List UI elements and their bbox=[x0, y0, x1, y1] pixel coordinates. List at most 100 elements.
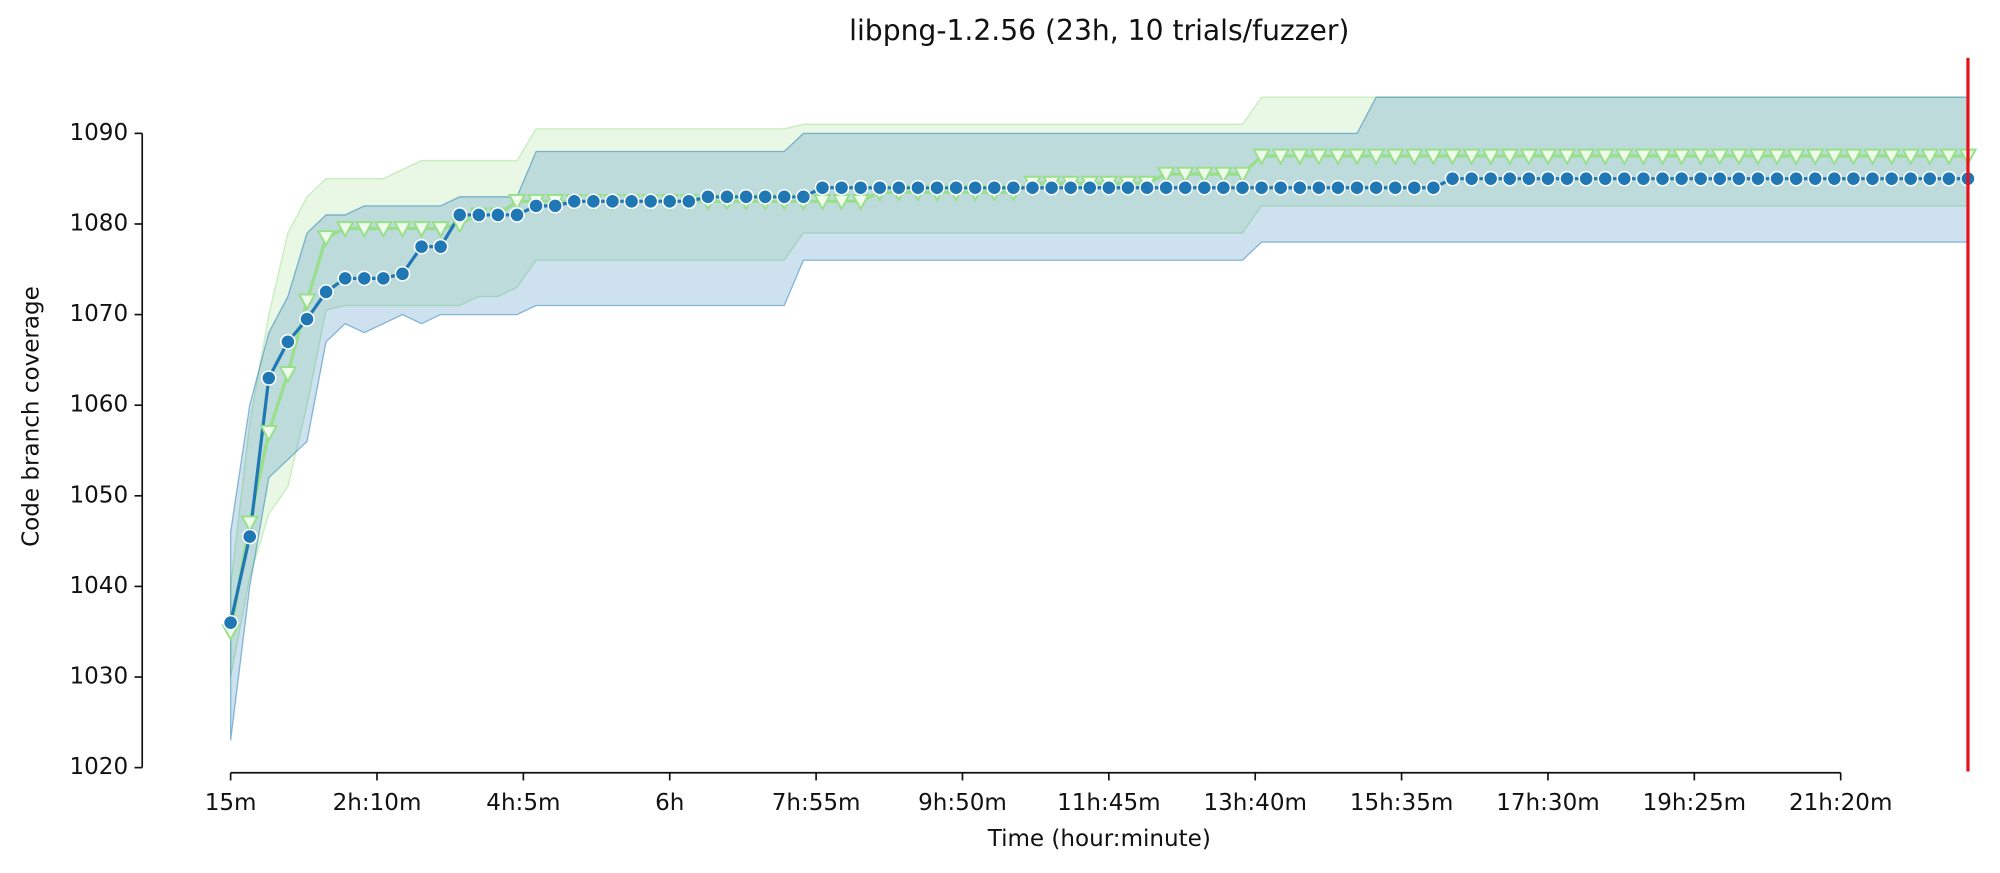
point bbox=[1481, 148, 1500, 166]
point bbox=[431, 221, 450, 239]
point bbox=[814, 179, 831, 196]
point bbox=[375, 270, 392, 287]
point bbox=[393, 221, 412, 239]
x-tick-label: 6h bbox=[655, 790, 684, 816]
point bbox=[1673, 170, 1690, 187]
point bbox=[1444, 170, 1461, 187]
point bbox=[1578, 170, 1594, 187]
y-tick-label: 1090 bbox=[69, 120, 128, 146]
y-tick-label: 1080 bbox=[69, 210, 128, 236]
point bbox=[222, 614, 239, 631]
point bbox=[1769, 170, 1785, 187]
point bbox=[1233, 166, 1252, 184]
point bbox=[852, 179, 869, 196]
y-tick-label: 1030 bbox=[69, 664, 128, 690]
point bbox=[700, 188, 716, 205]
point bbox=[1538, 148, 1558, 166]
x-tick-label: 4h:5m bbox=[486, 790, 560, 816]
point bbox=[280, 333, 296, 350]
point bbox=[1729, 148, 1749, 166]
point bbox=[1290, 148, 1310, 166]
point bbox=[1062, 179, 1079, 196]
point bbox=[1748, 148, 1768, 166]
point bbox=[1024, 179, 1041, 196]
point bbox=[1194, 166, 1214, 184]
point bbox=[1767, 148, 1787, 166]
y-tick-label: 1020 bbox=[69, 754, 128, 780]
point bbox=[795, 188, 812, 205]
point bbox=[1863, 148, 1882, 166]
point bbox=[318, 284, 334, 300]
point bbox=[642, 193, 659, 210]
y-tick-label: 1050 bbox=[69, 482, 128, 508]
point bbox=[1807, 170, 1824, 187]
point bbox=[240, 515, 260, 533]
point bbox=[1711, 170, 1728, 187]
point bbox=[1615, 148, 1634, 166]
point bbox=[1368, 179, 1384, 196]
point bbox=[490, 207, 506, 223]
point bbox=[335, 221, 355, 239]
point bbox=[1311, 179, 1327, 196]
point bbox=[297, 293, 317, 311]
y-axis-label: Code branch coverage bbox=[19, 286, 45, 547]
point bbox=[1939, 148, 1959, 166]
point bbox=[1043, 179, 1060, 196]
point bbox=[1826, 170, 1843, 187]
point bbox=[1081, 179, 1098, 196]
x-tick-label: 7h:55m bbox=[772, 790, 861, 816]
y-tick-label: 1060 bbox=[69, 392, 128, 418]
point bbox=[1234, 179, 1251, 196]
point bbox=[1366, 148, 1386, 166]
x-tick-label: 2h:10m bbox=[333, 790, 422, 816]
x-tick-label: 13h:40m bbox=[1203, 790, 1306, 816]
point bbox=[1576, 148, 1596, 166]
point bbox=[1672, 148, 1691, 166]
y-tick-label: 1040 bbox=[69, 573, 128, 599]
x-tick-label: 15h:35m bbox=[1350, 790, 1453, 816]
point bbox=[776, 188, 793, 205]
point bbox=[1691, 148, 1710, 166]
point bbox=[509, 207, 525, 223]
point bbox=[1941, 170, 1957, 187]
point bbox=[1825, 148, 1844, 166]
point bbox=[681, 193, 697, 210]
point bbox=[929, 179, 945, 196]
point bbox=[1731, 170, 1747, 187]
point bbox=[241, 528, 258, 545]
point bbox=[316, 230, 336, 248]
point bbox=[547, 198, 563, 214]
point bbox=[394, 266, 411, 282]
point bbox=[1635, 170, 1652, 187]
point bbox=[1557, 148, 1577, 166]
point bbox=[470, 207, 487, 223]
point bbox=[1424, 148, 1443, 166]
x-tick-label: 11h:45m bbox=[1057, 790, 1160, 816]
point bbox=[1692, 170, 1709, 187]
point bbox=[1864, 170, 1881, 187]
point bbox=[1101, 179, 1117, 196]
point bbox=[374, 221, 393, 239]
point bbox=[528, 198, 544, 214]
point bbox=[948, 179, 964, 196]
point bbox=[910, 179, 926, 196]
point bbox=[1253, 179, 1270, 196]
point bbox=[604, 193, 621, 210]
x-tick-label: 19h:25m bbox=[1643, 790, 1746, 816]
point bbox=[1597, 170, 1614, 187]
point bbox=[1252, 148, 1271, 166]
point bbox=[337, 270, 353, 287]
point bbox=[1501, 170, 1518, 187]
point bbox=[1595, 148, 1615, 166]
point bbox=[1482, 170, 1499, 187]
point bbox=[1005, 179, 1022, 196]
point bbox=[1616, 170, 1633, 187]
point bbox=[1654, 170, 1671, 187]
point bbox=[1462, 148, 1481, 166]
point bbox=[1196, 179, 1213, 196]
point bbox=[1805, 148, 1825, 166]
point bbox=[1883, 170, 1900, 187]
x-axis-label: Time (hour:minute) bbox=[987, 826, 1211, 852]
point bbox=[1443, 148, 1462, 166]
point bbox=[451, 207, 468, 223]
